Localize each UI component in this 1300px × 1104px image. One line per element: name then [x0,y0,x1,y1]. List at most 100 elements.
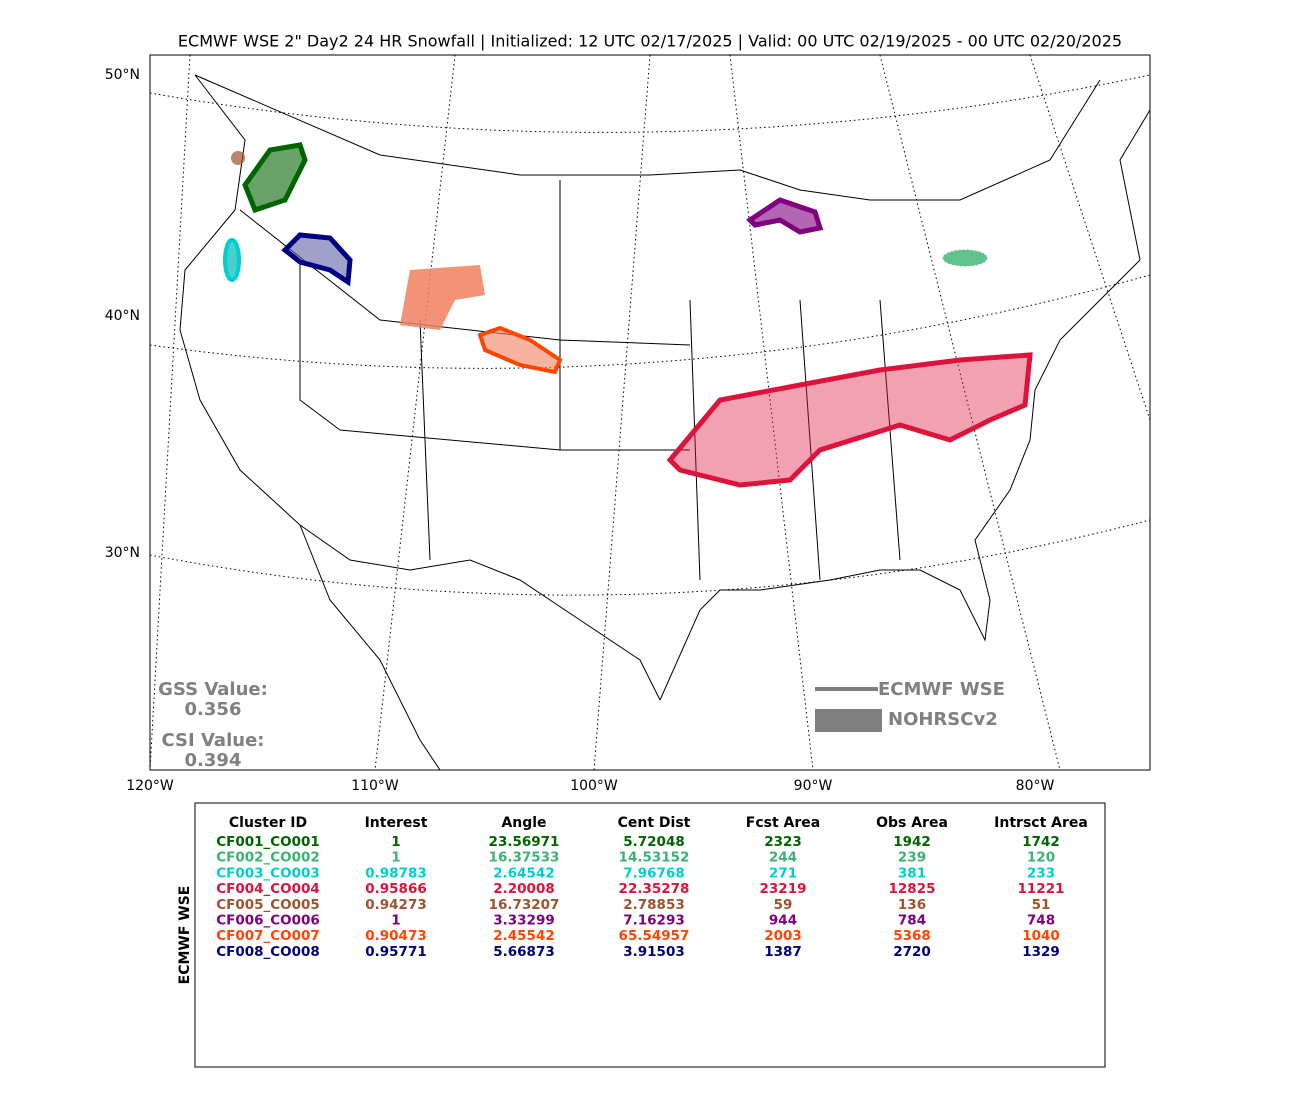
lon-label: 110°W [351,778,399,794]
table-cell: 7.16293 [623,913,685,929]
table-cell: 0.90473 [365,928,427,944]
table-cell: 5368 [893,928,931,944]
table-cell: 944 [769,913,797,929]
table-header: Interest [365,815,428,831]
table-cell: 271 [769,865,797,881]
cluster-cf001 [242,142,308,214]
table-cell: 1329 [1022,944,1060,960]
table-cell: 120 [1027,850,1055,866]
graticule [879,55,1061,770]
table-frame [194,802,1106,1068]
table-cell: 244 [769,850,797,866]
legend-label: NOHRSCv2 [888,709,998,730]
table-cell: 11221 [1018,881,1065,897]
cluster-cf008 [281,232,353,287]
table-cell: 51 [1032,897,1051,913]
gss-label: GSS Value: [158,679,268,700]
title: ECMWF WSE 2" Day2 24 HR Snowfall | Initi… [178,32,1122,51]
table-cell: 0.98783 [365,865,427,881]
table-cell: 22.35278 [619,881,690,897]
table-cell: 1 [391,913,400,929]
table-cell: 239 [898,850,926,866]
table-cell: CF004_CO004 [216,881,320,897]
lat-label: 40°N [105,308,140,324]
table-cell: 1387 [764,944,802,960]
graticule [374,55,456,770]
table-cell: 12825 [889,881,936,897]
table-cell: 2323 [764,834,802,850]
csi-label: CSI Value: [162,730,265,751]
table-cell: CF002_CO002 [216,850,320,866]
table-cell: 233 [1027,865,1055,881]
cluster-cf006 [746,197,824,235]
table-cell: 5.66873 [493,944,555,960]
table-cell: 23219 [760,881,807,897]
legend-swatch [815,709,882,732]
table-cell: CF007_CO007 [216,928,320,944]
table-header: Fcst Area [746,815,820,831]
table-cell: 1040 [1022,928,1060,944]
table-cell: CF003_CO003 [216,865,320,881]
legend-label: ECMWF WSE [878,679,1005,700]
graticule [729,55,814,770]
table-cell: CF001_CO001 [216,834,320,850]
table-cell: 1942 [893,834,931,850]
table-header: Intrsct Area [994,815,1088,831]
table-cell: 5.72048 [623,834,685,850]
lat-label: 50°N [105,67,140,83]
table-cell: 1 [391,850,400,866]
table-cell: 0.94273 [365,897,427,913]
cluster-cf007-obs [400,265,485,330]
table-cell: 2720 [893,944,931,960]
lon-label: 80°W [1016,778,1055,794]
table-cell: 784 [898,913,926,929]
table-cell: 3.91503 [623,944,685,960]
table-cell: 0.95866 [365,881,427,897]
table-cell: 748 [1027,913,1055,929]
table-cell: 14.53152 [619,850,690,866]
table-cell: 16.37533 [489,850,560,866]
table-cell: 0.95771 [365,944,427,960]
table-cell: 3.33299 [493,913,555,929]
cluster-cf002 [942,249,988,267]
table-cell: 2003 [764,928,802,944]
csi-value: 0.394 [185,750,242,771]
table-cell: 2.20008 [493,881,555,897]
table-cell: 16.73207 [489,897,560,913]
cluster-cf005 [231,151,245,165]
table-cell: 381 [898,865,926,881]
lon-labels: 120°W 110°W 100°W 90°W 80°W [126,778,1054,794]
table-cell: 1 [391,834,400,850]
table-header: Cluster ID [229,815,307,831]
cluster-cf007 [477,325,563,375]
table-cell: CF005_CO005 [216,897,320,913]
table-cell: 7.96768 [623,865,685,881]
lon-label: 90°W [794,778,833,794]
cluster-cf004 [666,352,1033,488]
map [149,54,1151,771]
table-cell: 1742 [1022,834,1060,850]
lon-label: 120°W [126,778,174,794]
table-cell: 2.64542 [493,865,555,881]
lat-label: 30°N [105,545,140,561]
table-cell: CF006_CO006 [216,913,320,929]
stats-table: Cluster ID Interest Angle Cent Dist Fcst Are… [216,815,1088,960]
lon-label: 100°W [570,778,618,794]
table-cell: 136 [898,897,926,913]
table-header: Obs Area [876,815,948,831]
table-cell: 2.78853 [623,897,685,913]
cluster-cf003 [223,238,241,282]
table-cell: 65.54957 [619,928,690,944]
lat-labels: 50°N 40°N 30°N [105,67,140,561]
table-cell: CF008_CO008 [216,944,320,960]
table-header: Angle [501,815,546,831]
table-header: Cent Dist [618,815,691,831]
table-cell: 2.45542 [493,928,555,944]
table-cell: 23.56971 [489,834,560,850]
coastline [179,74,1150,770]
graticule [1029,55,1150,421]
table-cell: 59 [774,897,793,913]
table-side-label: ECMWF WSE [177,886,193,985]
gss-value: 0.356 [185,699,242,720]
